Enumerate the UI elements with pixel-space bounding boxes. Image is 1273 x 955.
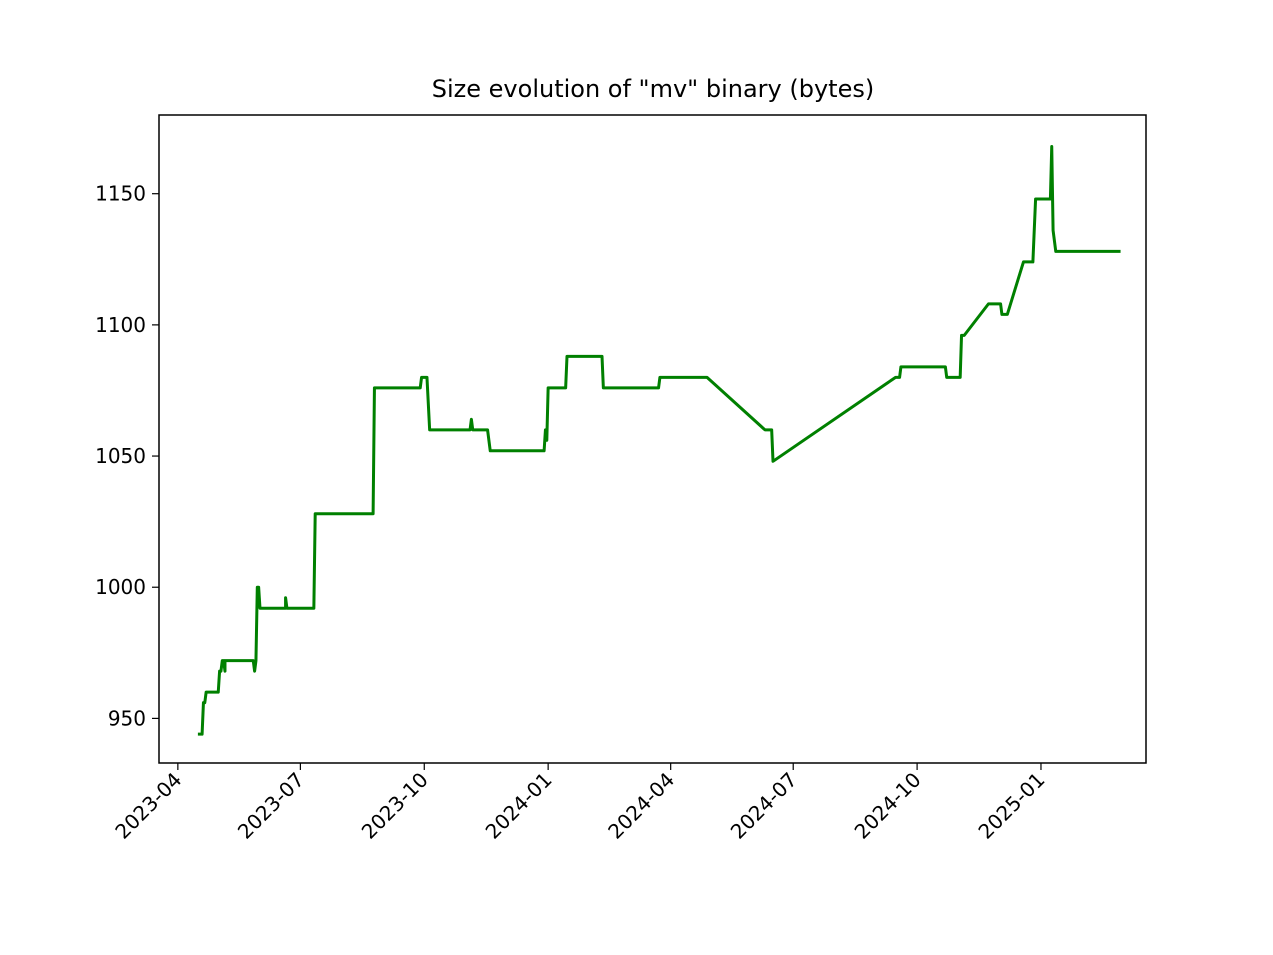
y-tick-label: 950 xyxy=(108,706,146,730)
y-tick-label: 1000 xyxy=(95,575,146,599)
y-tick-label: 1100 xyxy=(95,313,146,337)
series-line-0 xyxy=(197,144,1121,736)
chart-title: Size evolution of "mv" binary (bytes) xyxy=(432,75,874,103)
plot-area xyxy=(197,144,1121,736)
y-tick-label: 1050 xyxy=(95,444,146,468)
plot-frame xyxy=(158,114,1147,764)
y-tick-label: 1150 xyxy=(95,182,146,206)
y-axis: 950 1000 1050 1100 1150 xyxy=(95,182,159,730)
